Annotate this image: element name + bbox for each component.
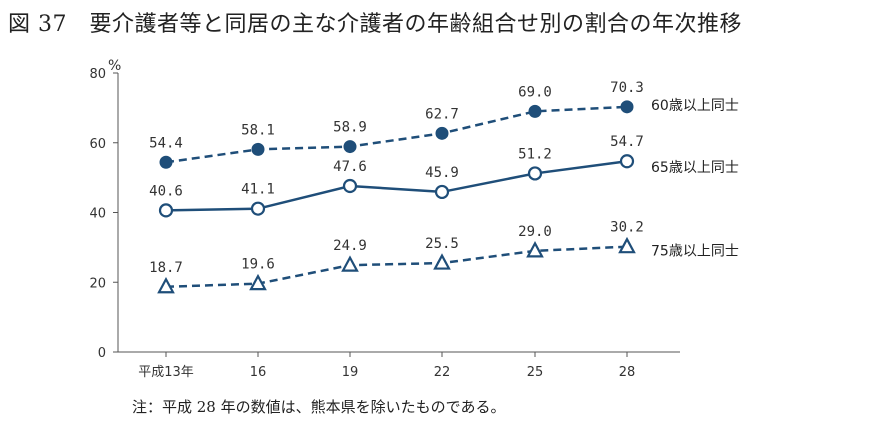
- data-point: [527, 166, 543, 181]
- x-tick-label: 22: [434, 365, 451, 380]
- chart-title: 図 37 要介護者等と同居の主な介護者の年齢組合せ別の割合の年次推移: [8, 12, 742, 37]
- data-label: 51.2: [518, 146, 552, 162]
- data-point: [341, 255, 359, 272]
- x-tick-label: 19: [342, 365, 359, 380]
- axes: 0 20 40 60 80% 平成13年 16 19 22 25 28: [89, 58, 680, 380]
- series-1: 54.4 58.1 58.9 62.7 69.0 70.3 60歳以上同士: [149, 80, 739, 169]
- data-label: 45.9: [425, 165, 459, 181]
- series-2: 40.6 41.1 47.6 45.9 51.2 54.7 65歳以上同士: [149, 134, 739, 218]
- data-point: [249, 273, 267, 291]
- data-point: [435, 126, 449, 140]
- y-tick-label: 60: [89, 137, 106, 152]
- x-tick-label: 28: [619, 365, 636, 380]
- data-label: 40.6: [149, 183, 183, 199]
- data-label: 54.4: [149, 135, 183, 151]
- data-point: [342, 178, 358, 194]
- data-point: [159, 155, 173, 169]
- data-point: [619, 154, 635, 169]
- data-point: [528, 104, 542, 118]
- data-point: [158, 203, 174, 218]
- data-label: 18.7: [149, 260, 183, 276]
- data-point: [157, 276, 175, 294]
- data-point: [618, 236, 636, 254]
- x-tick-label: 平成13年: [138, 365, 194, 380]
- data-point: [251, 142, 265, 156]
- data-point: [434, 184, 450, 200]
- series-label: 60歳以上同士: [651, 98, 739, 114]
- data-label: 62.7: [425, 106, 459, 122]
- x-tick-label: 25: [527, 365, 544, 380]
- y-tick-label: 20: [89, 276, 106, 291]
- data-label: 41.1: [241, 182, 275, 198]
- y-tick-label: 0: [98, 346, 106, 361]
- data-point: [620, 100, 634, 114]
- series-label: 65歳以上同士: [651, 160, 739, 176]
- data-label: 58.9: [333, 120, 367, 136]
- series-line: [165, 159, 628, 212]
- series-label: 75歳以上同士: [651, 244, 739, 260]
- data-label: 54.7: [610, 134, 644, 150]
- series-line: [165, 105, 628, 164]
- data-label: 58.1: [241, 122, 275, 138]
- series-3: 18.7 19.6 24.9 25.5 29.0 30.2 75歳以上同士: [149, 220, 739, 294]
- data-label: 25.5: [425, 236, 459, 252]
- data-point: [250, 201, 266, 216]
- data-label: 19.6: [241, 257, 275, 273]
- data-point: [526, 241, 544, 258]
- data-label: 24.9: [333, 238, 367, 254]
- data-label: 69.0: [518, 84, 552, 100]
- data-label: 30.2: [610, 220, 644, 236]
- data-point: [433, 253, 451, 270]
- x-tick-label: 16: [250, 365, 267, 380]
- data-label: 29.0: [518, 224, 552, 240]
- data-label: 70.3: [610, 80, 644, 96]
- y-tick-label: 40: [89, 207, 106, 222]
- data-label: 47.6: [333, 159, 367, 175]
- series-line: [165, 245, 628, 289]
- y-tick-label: 80: [89, 67, 106, 82]
- data-point: [343, 140, 357, 154]
- y-axis-unit: %: [108, 58, 121, 74]
- footnote: 注：平成 28 年の数値は、熊本県を除いたものである。: [132, 398, 506, 416]
